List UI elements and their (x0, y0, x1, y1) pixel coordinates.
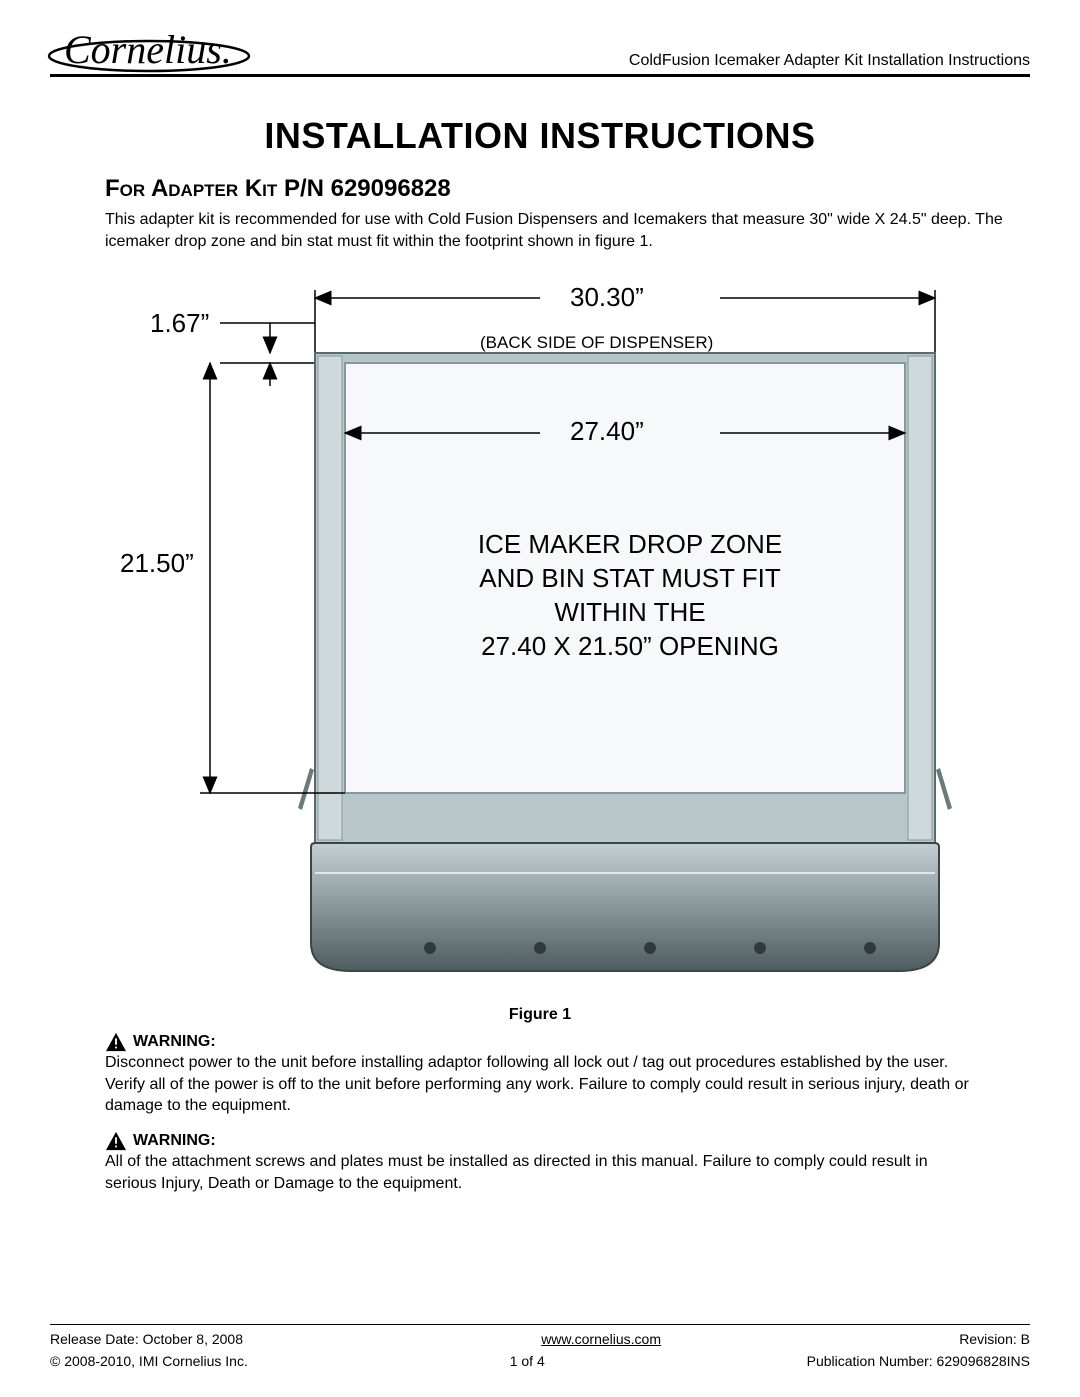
center-line3: WITHIN THE (400, 596, 860, 630)
footer-page: 1 of 4 (510, 1353, 545, 1369)
center-line4: 27.40 X 21.50” OPENING (400, 630, 860, 664)
header: Cornelius. ColdFusion Icemaker Adapter K… (50, 30, 1030, 77)
back-side-label: (BACK SIDE OF DISPENSER) (480, 333, 713, 353)
warning-2-head: WARNING: (105, 1131, 975, 1151)
main-title: INSTALLATION INSTRUCTIONS (50, 115, 1030, 157)
warning-2: WARNING: All of the attachment screws an… (105, 1131, 975, 1194)
footer-revision: Revision: B (959, 1331, 1030, 1347)
dim-top-offset: 1.67” (150, 308, 209, 339)
footer-release: Release Date: October 8, 2008 (50, 1331, 243, 1347)
brand-logo: Cornelius. (50, 30, 246, 70)
footer-row-2: © 2008-2010, IMI Cornelius Inc. 1 of 4 P… (50, 1353, 1030, 1369)
center-line1: ICE MAKER DROP ZONE (400, 528, 860, 562)
warning-1: WARNING: Disconnect power to the unit be… (105, 1032, 975, 1117)
footer-pub: Publication Number: 629096828INS (807, 1353, 1030, 1369)
header-doc-title: ColdFusion Icemaker Adapter Kit Installa… (629, 52, 1030, 70)
dim-overall-width: 30.30” (570, 282, 644, 313)
figure-1: 30.30” 1.67” (BACK SIDE OF DISPENSER) 27… (100, 268, 980, 988)
footer-copyright: © 2008-2010, IMI Cornelius Inc. (50, 1353, 248, 1369)
sub-title: For Adapter Kit P/N 629096828 (105, 175, 1030, 203)
intro-paragraph: This adapter kit is recommended for use … (105, 209, 1020, 252)
warning-1-title: WARNING: (133, 1033, 216, 1051)
footer-url[interactable]: www.cornelius.com (541, 1331, 661, 1347)
warning-1-body: Disconnect power to the unit before inst… (105, 1052, 975, 1117)
dim-inner-width: 27.40” (570, 416, 644, 447)
warning-icon (105, 1032, 127, 1052)
footer: Release Date: October 8, 2008 www.cornel… (50, 1324, 1030, 1369)
dim-inner-height: 21.50” (120, 548, 194, 579)
warning-icon (105, 1131, 127, 1151)
warning-1-head: WARNING: (105, 1032, 975, 1052)
center-line2: AND BIN STAT MUST FIT (400, 562, 860, 596)
center-note: ICE MAKER DROP ZONE AND BIN STAT MUST FI… (400, 528, 860, 663)
figure-caption: Figure 1 (50, 1006, 1030, 1024)
warning-2-body: All of the attachment screws and plates … (105, 1151, 975, 1194)
warning-2-title: WARNING: (133, 1132, 216, 1150)
footer-row-1: Release Date: October 8, 2008 www.cornel… (50, 1324, 1030, 1347)
page: Cornelius. ColdFusion Icemaker Adapter K… (0, 0, 1080, 1397)
logo-oval-icon (44, 36, 254, 76)
